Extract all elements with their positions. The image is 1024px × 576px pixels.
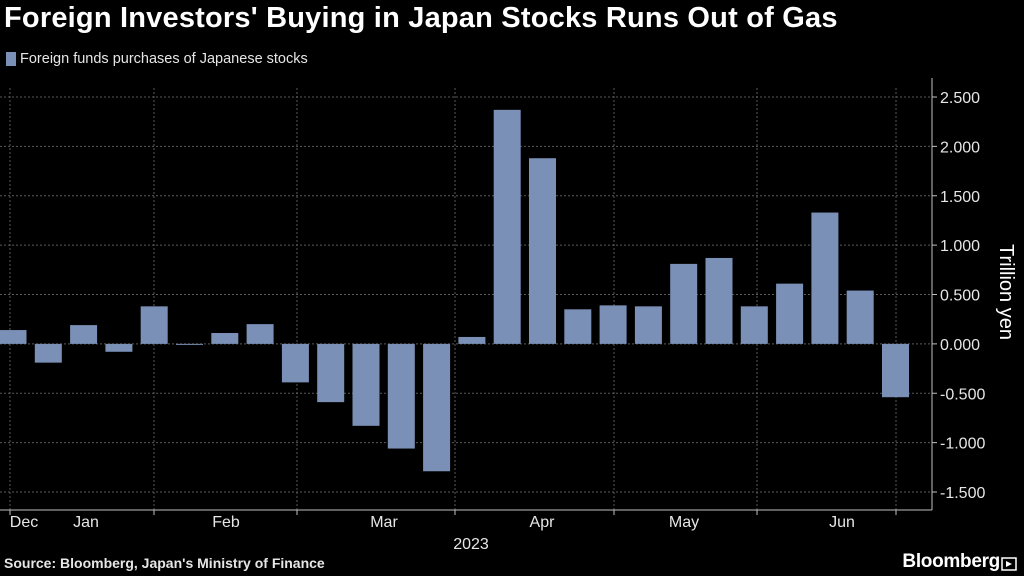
bar [599,305,627,344]
bar [634,306,662,344]
bar [670,263,698,344]
bloomberg-mark-icon [1001,557,1017,571]
bar [70,325,98,344]
bar [846,290,874,344]
x-tick-label: May [669,514,699,531]
source-note: Source: Bloomberg, Japan's Ministry of F… [4,555,325,571]
legend: Foreign funds purchases of Japanese stoc… [6,51,308,67]
bar [0,330,27,344]
x-tick-label: Dec [10,514,38,531]
y-axis-title: Trillion yen [995,244,1017,340]
bar [776,283,804,344]
y-tick-label: 2.000 [940,139,980,156]
bar [176,343,203,345]
bar [140,306,168,344]
legend-label: Foreign funds purchases of Japanese stoc… [20,51,308,67]
bar [317,343,345,403]
chart-title: Foreign Investors' Buying in Japan Stock… [4,2,838,34]
bar [352,343,380,426]
y-tick-label: -1.000 [940,436,985,453]
x-tick-label: Jan [73,514,99,531]
y-tick-label: 1.500 [940,189,980,206]
bar [281,343,309,383]
x-year-label: 2023 [453,536,489,553]
bar [882,343,909,398]
legend-swatch [6,52,16,66]
bar [529,158,556,344]
bar [740,306,768,344]
x-tick-label: Apr [530,514,556,531]
x-tick-label: Mar [370,514,398,531]
y-tick-label: 1.000 [940,238,980,255]
bar [246,324,274,344]
bar [105,343,133,352]
bar [423,343,451,472]
x-tick-label: Jun [829,514,855,531]
bar [458,336,486,344]
y-tick-label: 0.000 [940,337,980,354]
y-tick-label: -0.500 [940,386,985,403]
bar [705,257,733,344]
bar [493,109,521,344]
bloomberg-logo: Bloomberg [902,551,1000,572]
bar [564,309,592,344]
y-tick-label: -1.500 [940,485,985,502]
bar [811,212,839,344]
y-tick-label: 0.500 [940,288,980,305]
bar [34,343,62,363]
x-tick-label: Feb [212,514,240,531]
bar [387,343,415,449]
y-tick-label: 2.500 [940,90,980,107]
bar [211,333,239,344]
